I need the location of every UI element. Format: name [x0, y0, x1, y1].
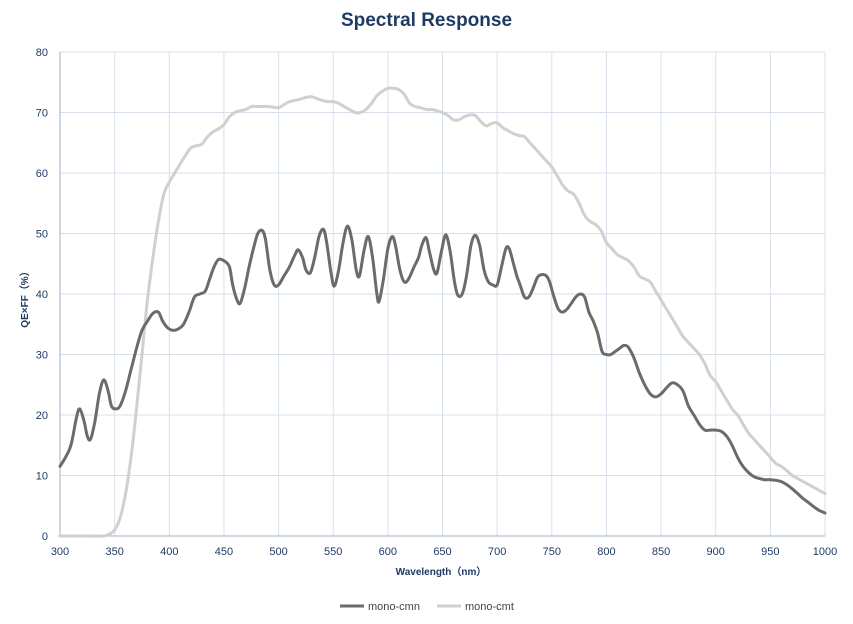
- y-tick-label: 0: [42, 531, 48, 543]
- x-axis-label: Wavelength（nm）: [396, 565, 487, 578]
- x-tick-label: 600: [379, 546, 397, 558]
- series-line-mono-cmn: [58, 224, 827, 515]
- chart-title: Spectral Response: [340, 10, 513, 31]
- y-tick-label: 40: [36, 289, 48, 301]
- x-tick-label: 950: [761, 546, 779, 558]
- grid: [59, 51, 826, 537]
- series-line-mono-cmt: [58, 86, 827, 538]
- y-tick-label: 60: [36, 168, 48, 180]
- y-tick-label: 30: [36, 350, 48, 362]
- series-lines: [58, 86, 827, 538]
- y-tick-label: 10: [36, 471, 48, 483]
- legend: mono-cmn mono-cmt: [340, 601, 514, 613]
- x-tick-label: 700: [488, 546, 506, 558]
- legend-label-mono-cmn: mono-cmn: [368, 601, 420, 613]
- y-tick-label: 20: [36, 410, 48, 422]
- x-tick-label: 800: [597, 546, 615, 558]
- x-tick-label: 650: [433, 546, 451, 558]
- axes: [59, 52, 825, 537]
- x-tick-label: 300: [51, 546, 69, 558]
- legend-label-mono-cmt: mono-cmt: [465, 601, 514, 613]
- y-axis-label: QE×FF（%）: [18, 266, 31, 327]
- tick-labels: 300 350 400 450 500 550 600 650 700 750 800 850 900 9…: [36, 47, 837, 558]
- x-tick-label: 450: [215, 546, 233, 558]
- x-tick-label: 1000: [813, 546, 837, 558]
- x-tick-label: 350: [105, 546, 123, 558]
- x-tick-label: 900: [707, 546, 725, 558]
- y-tick-label: 70: [36, 108, 48, 120]
- x-tick-label: 750: [543, 546, 561, 558]
- y-tick-label: 80: [36, 47, 48, 59]
- x-tick-label: 400: [160, 546, 178, 558]
- y-tick-label: 50: [36, 229, 48, 241]
- x-tick-label: 550: [324, 546, 342, 558]
- x-tick-label: 850: [652, 546, 670, 558]
- x-tick-label: 500: [269, 546, 287, 558]
